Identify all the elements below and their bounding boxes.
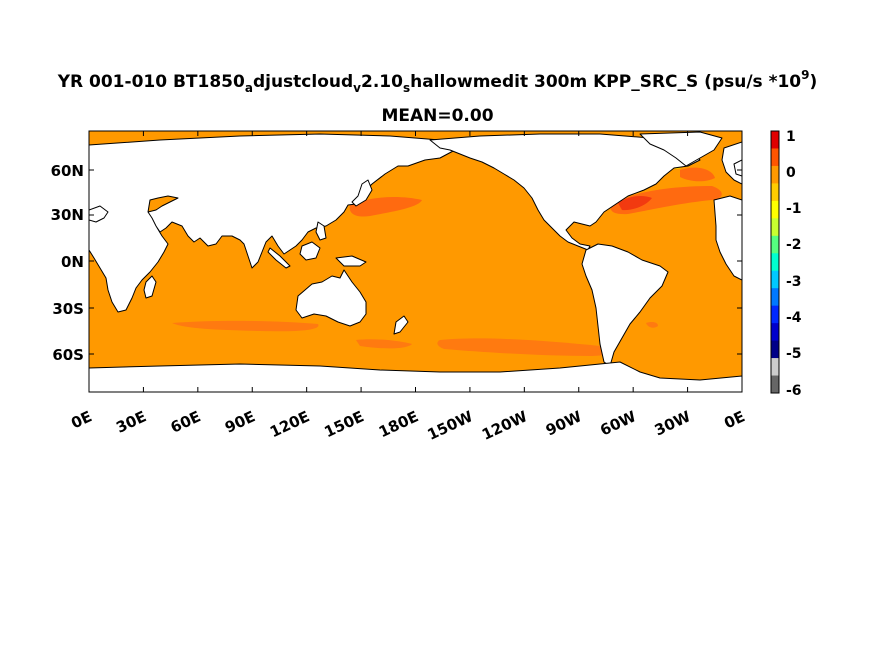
- colorbar-swatch: [771, 200, 779, 219]
- title-exponent: 9: [801, 68, 810, 82]
- land-uk: [733, 159, 742, 177]
- title-sub-1: a: [244, 81, 253, 95]
- land-greenland: [639, 131, 723, 167]
- colorbar-label: 1: [786, 129, 796, 145]
- colorbar-swatch: [771, 288, 779, 307]
- lon-tick-label: 60W: [597, 407, 639, 439]
- map-area: [89, 131, 742, 392]
- kuroshio-extension-patch: [349, 197, 422, 217]
- south-atlantic-spot: [646, 322, 658, 328]
- lon-tick-label: 0E: [721, 407, 747, 432]
- colorbar-swatch: [771, 235, 779, 254]
- gulf-stream-core: [618, 195, 652, 211]
- title-sub-2: v: [353, 81, 361, 95]
- lat-tick-label: 0N: [61, 253, 84, 271]
- lon-tick-label: 120W: [479, 407, 530, 444]
- lon-tick-label: 30W: [652, 407, 694, 439]
- title-prefix: YR 001-010 BT1850: [57, 72, 245, 92]
- lat-tick-label: 60N: [51, 162, 84, 180]
- axis-ticks: [88, 131, 743, 392]
- colorbar-swatch: [771, 358, 779, 377]
- southern-band-pacific: [437, 338, 610, 356]
- chart-title: YR 001-010 BT1850adjustcloudv2.10shallow…: [0, 69, 875, 95]
- colorbar-swatch: [771, 270, 779, 289]
- land-iberia-gap: [89, 205, 109, 223]
- lon-tick-label: 120E: [267, 407, 312, 441]
- north-atlantic-patch: [680, 167, 715, 182]
- lon-tick-label: 150W: [425, 407, 476, 444]
- colorbar-label: -1: [786, 201, 802, 217]
- lon-tick-label: 0E: [68, 407, 94, 432]
- land-philippines: [315, 221, 327, 241]
- colorbar-label: 0: [786, 165, 796, 181]
- land-new-zealand: [393, 315, 409, 335]
- colorbar-label: -3: [786, 274, 802, 290]
- colorbar-swatch: [771, 340, 779, 359]
- land-japan: [351, 179, 373, 207]
- southern-band-indian: [172, 320, 319, 332]
- land-sumatra: [267, 247, 291, 269]
- lat-tick-label: 30N: [51, 206, 84, 224]
- land-africa-west: [713, 195, 742, 281]
- land-madagascar: [143, 275, 157, 299]
- land-borneo: [299, 241, 321, 261]
- title-mid-2: 2.10: [360, 72, 403, 92]
- colorbar-swatch: [771, 253, 779, 272]
- colorbar-swatch: [771, 131, 779, 149]
- colorbar-frame: [770, 130, 780, 394]
- mean-label: MEAN=0.00: [381, 106, 494, 126]
- colorbar-label: -5: [786, 346, 802, 362]
- land-north-america: [429, 133, 701, 251]
- lon-tick-label: 90W: [543, 407, 585, 439]
- lat-tick-label: 30S: [52, 300, 84, 318]
- colorbar-swatch: [771, 183, 779, 202]
- colorbar-label: -4: [786, 310, 802, 326]
- title-sub-3: s: [402, 81, 411, 95]
- lon-axis: 0E 30E 60E 90E 120E 150E 180E 150W 120W 90W 60W 30W…: [68, 407, 747, 444]
- colorbar-label: -2: [786, 237, 802, 253]
- lon-tick-label: 180E: [376, 407, 421, 441]
- colorbar-swatch: [771, 323, 779, 342]
- title-close: ): [809, 72, 818, 92]
- colorbar-swatch: [771, 305, 779, 324]
- anomaly-patches: [92, 145, 722, 356]
- lon-tick-label: 90E: [222, 407, 258, 436]
- lon-tick-label: 150E: [321, 407, 366, 441]
- colorbar-label: -6: [786, 383, 802, 399]
- colorbar-swatch: [771, 165, 779, 184]
- colorbar-swatch: [771, 375, 779, 394]
- colorbar-swatch: [771, 148, 779, 167]
- lon-tick-label: 30E: [113, 407, 149, 436]
- lat-axis: 60N 30N 0N 30S 60S: [51, 162, 84, 364]
- colorbar-swatch: [771, 218, 779, 237]
- colorbar: 1 0 -1 -2 -3 -4 -5 -6: [770, 129, 802, 399]
- land-antarctica: [89, 361, 742, 392]
- title-suffix: hallowmedit 300m KPP_SRC_S (psu/s *10: [410, 72, 802, 92]
- land-australia: [295, 269, 367, 327]
- land-new-guinea: [335, 255, 367, 267]
- southern-band-australia: [356, 339, 412, 349]
- land-eurasia-africa: [89, 133, 471, 313]
- lat-tick-label: 60S: [52, 346, 84, 364]
- lon-tick-label: 60E: [168, 407, 204, 436]
- land-south-america: [581, 243, 669, 367]
- land-masses: [89, 131, 742, 392]
- title-mid-1: djustcloud: [252, 72, 354, 92]
